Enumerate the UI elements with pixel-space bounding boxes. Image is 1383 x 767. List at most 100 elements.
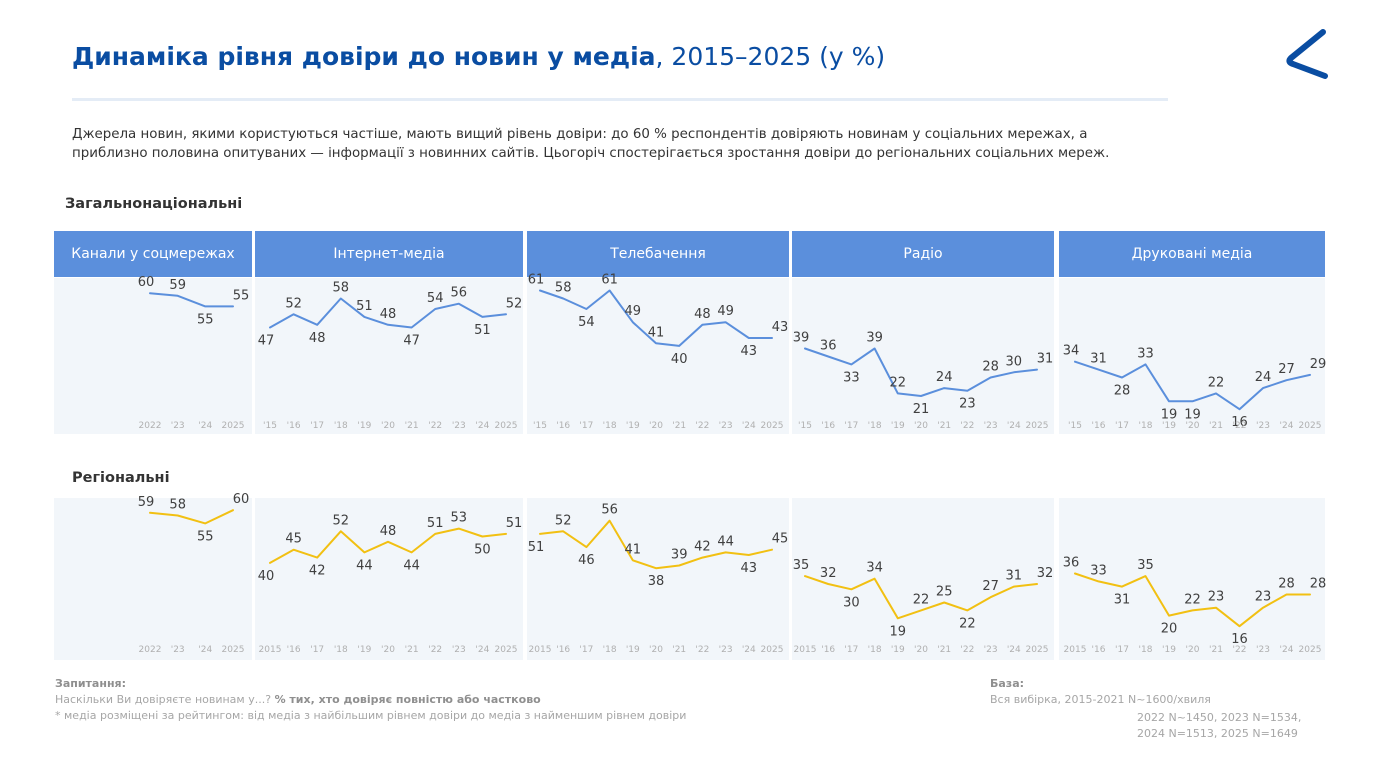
- data-label: 48: [694, 307, 711, 322]
- tick-label: '16: [821, 421, 835, 431]
- data-label: 41: [648, 325, 665, 340]
- tick-label: '23: [984, 421, 998, 431]
- series-line: [804, 575, 1038, 620]
- tick-label: 2025: [1299, 421, 1322, 431]
- data-label: 22: [1184, 592, 1201, 607]
- tick-label: 2025: [222, 421, 245, 431]
- tick-label: 2025: [495, 645, 518, 655]
- tick-label: '20: [381, 645, 395, 655]
- series-line: [539, 519, 773, 570]
- tick-label: '16: [287, 421, 301, 431]
- tick-label: '18: [868, 645, 882, 655]
- tick-label: '23: [171, 421, 185, 431]
- data-label: 33: [843, 370, 860, 385]
- tick-label: '18: [334, 421, 348, 431]
- footer-base: База: Вся вибірка, 2015-2021 N~1600/хвил…: [990, 676, 1211, 708]
- tick-label: '19: [1162, 421, 1176, 431]
- header-social-channels: Канали у соцмережах: [54, 231, 252, 277]
- brand-logo-icon: [1286, 29, 1328, 79]
- tick-label: '16: [1092, 645, 1106, 655]
- data-label: 44: [403, 558, 420, 573]
- tick-label: '18: [334, 645, 348, 655]
- question-text: Наскільки Ви довіряєте новинам у...?: [55, 693, 275, 706]
- series-line: [269, 297, 507, 329]
- data-label: 51: [528, 540, 545, 555]
- tick-label: '21: [937, 421, 951, 431]
- tick-label: '23: [171, 645, 185, 655]
- data-label: 28: [982, 360, 999, 375]
- data-label: 32: [820, 566, 837, 581]
- chart-national-3: 39 36 33 39 22 21 24 23 28 30 31 '15 '16 '17 '18 '19 '20…: [793, 331, 1054, 432]
- data-label: 36: [820, 339, 837, 354]
- tick-label: '20: [1186, 645, 1200, 655]
- panel-national-radio: [792, 278, 1054, 434]
- data-label: 60: [233, 492, 250, 507]
- tick-label: '24: [198, 421, 212, 431]
- data-label: 50: [474, 543, 491, 558]
- data-label: 56: [451, 286, 468, 301]
- tick-label: 2015: [1064, 645, 1087, 655]
- section-national-title: Загальнонаціональні: [65, 196, 243, 212]
- data-label: 51: [506, 516, 523, 531]
- data-label: 31: [1090, 352, 1107, 367]
- tick-label: 2025: [495, 421, 518, 431]
- tick-label: '20: [914, 421, 928, 431]
- header-print-media: Друковані медіа: [1059, 231, 1325, 277]
- tick-label: '20: [381, 421, 395, 431]
- data-label: 52: [333, 513, 350, 528]
- section-regional-title: Регіональні: [72, 470, 170, 486]
- chart-national-1: 47 52 48 58 51 48 47 54 56 51 52 '15 '16 '17 '18 '19 '20…: [258, 281, 523, 432]
- tick-label: '19: [1162, 645, 1176, 655]
- tick-label: '19: [357, 645, 371, 655]
- data-label: 33: [1137, 346, 1154, 361]
- data-label: 52: [506, 296, 523, 311]
- data-label: 47: [403, 334, 420, 349]
- header-radio: Радіо: [792, 231, 1054, 277]
- data-label: 35: [1137, 558, 1154, 573]
- tick-label: '22: [695, 645, 709, 655]
- data-label: 19: [1184, 407, 1201, 422]
- tick-label: '22: [1233, 421, 1247, 431]
- tick-label: '23: [719, 421, 733, 431]
- tick-label: '21: [405, 421, 419, 431]
- base-line-3: 2024 N=1513, 2025 N=1649: [1137, 727, 1298, 740]
- header-television: Телебачення: [527, 231, 789, 277]
- data-label: 53: [451, 511, 468, 526]
- data-label: 51: [427, 516, 444, 531]
- series-line: [1074, 572, 1311, 628]
- page-title: Динаміка рівня довіри до новин у медіа, …: [72, 42, 885, 71]
- panel-regional-internet: [255, 498, 523, 660]
- data-label: 46: [578, 553, 595, 568]
- tick-label: '22: [960, 645, 974, 655]
- data-label: 48: [380, 307, 397, 322]
- data-label: 51: [356, 299, 373, 314]
- tick-label: '18: [1139, 421, 1153, 431]
- data-label: 40: [258, 569, 275, 584]
- data-label: 27: [982, 579, 999, 594]
- series-line: [269, 527, 507, 564]
- data-label: 59: [169, 278, 186, 293]
- data-label: 16: [1231, 632, 1248, 647]
- question-bold: % тих, хто довіряє повністю або частково: [274, 693, 541, 706]
- tick-label: 2015: [794, 645, 817, 655]
- data-label: 58: [333, 281, 350, 296]
- chart-regional-7: 51 52 46 56 41 38 39 42 44 43 45 2015 '16 '17 '18 '19 '2…: [528, 503, 789, 655]
- data-label: 44: [717, 534, 734, 549]
- tick-label: '20: [1186, 421, 1200, 431]
- tick-label: 2025: [761, 421, 784, 431]
- data-label: 38: [648, 574, 665, 589]
- tick-label: '24: [475, 421, 489, 431]
- chart-regional-6: 40 45 42 52 44 48 44 51 53 50 51 2015 '16 '17 '18 '19 '2…: [258, 511, 523, 655]
- tick-label: '22: [428, 421, 442, 431]
- chart-regional-5: 59 58 55 60 2022 '23 '24 2025: [138, 492, 250, 655]
- series-line: [149, 509, 234, 525]
- tick-label: 2025: [222, 645, 245, 655]
- data-label: 51: [474, 323, 491, 338]
- tick-label: '18: [868, 421, 882, 431]
- data-label: 24: [1255, 370, 1272, 385]
- tick-label: '19: [626, 645, 640, 655]
- chart-national-4: 34 31 28 33 19 19 22 16 24 27 29 '15 '16 '17 '18 '19 '20…: [1063, 344, 1327, 431]
- data-label: 45: [772, 532, 789, 547]
- data-label: 59: [138, 495, 155, 510]
- data-label: 36: [1063, 556, 1080, 571]
